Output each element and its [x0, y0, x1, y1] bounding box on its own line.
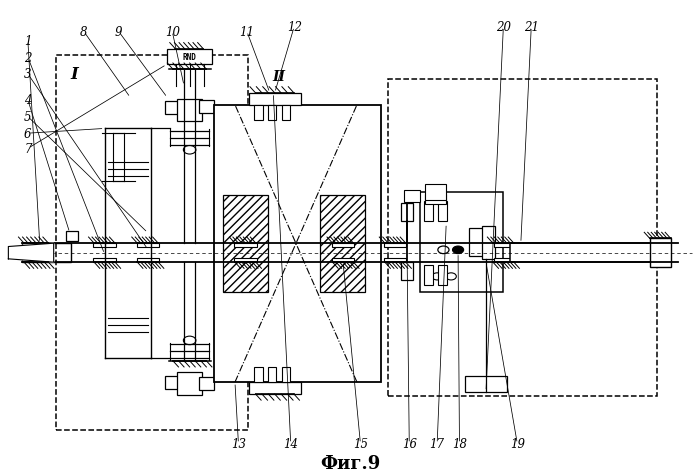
Bar — [426, 185, 446, 200]
Bar — [56, 56, 248, 430]
Text: 20: 20 — [496, 21, 511, 34]
Bar — [267, 367, 276, 382]
Bar — [468, 228, 486, 257]
Bar — [136, 244, 159, 248]
Bar — [177, 372, 202, 395]
Bar — [384, 258, 407, 263]
Bar — [165, 376, 181, 389]
Bar — [255, 367, 262, 382]
Text: 16: 16 — [402, 437, 416, 450]
Text: 13: 13 — [231, 437, 246, 450]
Bar — [214, 106, 382, 382]
Text: 5: 5 — [24, 111, 32, 124]
Text: 3: 3 — [24, 68, 32, 81]
Text: 8: 8 — [80, 26, 88, 39]
Bar — [177, 99, 202, 122]
Text: 14: 14 — [284, 437, 298, 450]
Bar — [234, 244, 257, 248]
Text: 10: 10 — [164, 26, 180, 39]
Bar — [424, 266, 433, 285]
Text: RND: RND — [183, 53, 196, 62]
Bar — [482, 226, 495, 259]
Bar — [93, 258, 116, 263]
Bar — [465, 377, 507, 392]
Bar — [199, 101, 214, 114]
Bar — [401, 263, 414, 280]
Bar — [401, 203, 414, 221]
Bar — [405, 191, 420, 202]
Text: II: II — [272, 70, 286, 84]
Bar — [494, 244, 512, 248]
Bar — [332, 244, 354, 248]
Text: 19: 19 — [510, 437, 525, 450]
Text: I: I — [71, 66, 78, 83]
Bar — [424, 201, 433, 221]
Bar — [420, 193, 503, 292]
Bar — [165, 102, 181, 115]
Text: 7: 7 — [24, 142, 32, 156]
Bar — [281, 367, 290, 382]
Text: 4: 4 — [24, 94, 32, 107]
Text: 1: 1 — [24, 35, 32, 48]
Bar — [199, 377, 214, 390]
Bar — [320, 196, 365, 292]
Bar — [438, 266, 447, 285]
Bar — [249, 94, 301, 106]
Bar — [234, 258, 257, 263]
Text: 17: 17 — [430, 437, 444, 450]
Bar — [650, 239, 671, 268]
Bar — [510, 244, 664, 263]
Polygon shape — [8, 244, 54, 263]
Text: 21: 21 — [524, 21, 539, 34]
Circle shape — [452, 247, 463, 254]
Bar — [494, 258, 512, 263]
Bar — [66, 231, 78, 242]
Bar — [255, 106, 262, 120]
Text: 18: 18 — [452, 437, 467, 450]
Bar — [267, 106, 276, 120]
Bar — [389, 79, 657, 397]
Bar — [438, 201, 447, 221]
Bar — [426, 195, 446, 205]
Bar — [167, 50, 212, 65]
Bar — [332, 258, 354, 263]
Text: 9: 9 — [115, 26, 122, 39]
Bar — [22, 244, 71, 263]
Bar — [136, 258, 159, 263]
Text: Фиг.9: Фиг.9 — [320, 454, 380, 472]
Bar — [249, 382, 301, 394]
Bar — [384, 244, 407, 248]
Text: 11: 11 — [239, 26, 254, 39]
Bar — [93, 244, 116, 248]
Bar — [281, 106, 290, 120]
Bar — [223, 196, 268, 292]
Text: 15: 15 — [353, 437, 368, 450]
Text: 6: 6 — [24, 128, 32, 140]
Text: 12: 12 — [287, 21, 302, 34]
Text: 2: 2 — [24, 52, 32, 65]
